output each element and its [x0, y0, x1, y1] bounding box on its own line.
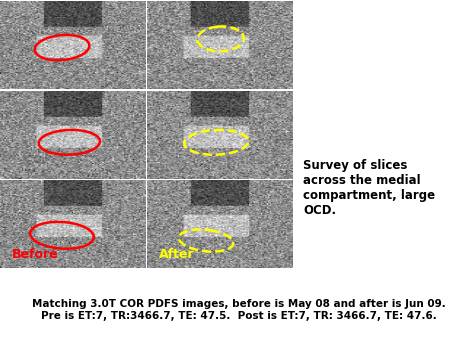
Text: Survey of slices
across the medial
compartment, large
OCD.: Survey of slices across the medial compa…: [303, 158, 435, 216]
Text: Before: Before: [12, 248, 58, 261]
Text: After: After: [159, 248, 194, 261]
Text: Matching 3.0T COR PDFS images, before is May 08 and after is Jun 09.
Pre is ET:7: Matching 3.0T COR PDFS images, before is…: [33, 299, 446, 321]
